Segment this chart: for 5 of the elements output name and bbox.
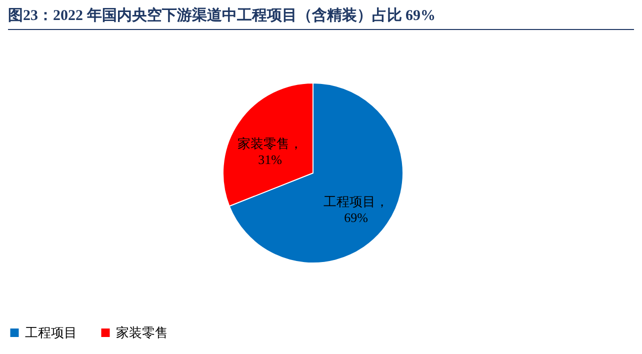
legend-label: 家装零售	[116, 324, 168, 340]
legend-label: 工程项目	[25, 324, 77, 340]
data-label: 家装零售，31%	[237, 136, 302, 167]
data-label: 工程项目，69%	[324, 194, 389, 226]
chart-title: 图23：2022 年国内央空下游渠道中工程项目（含精装）占比 69%	[8, 4, 634, 30]
